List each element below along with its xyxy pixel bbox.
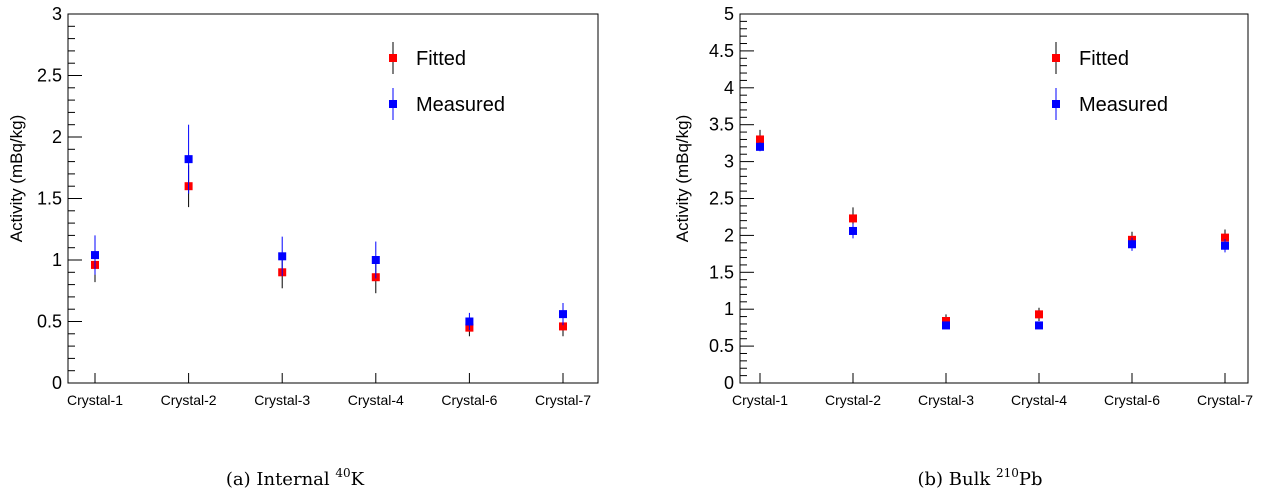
x-tick-label: Crystal-1 (67, 392, 123, 408)
y-tick-label: 1.5 (37, 189, 62, 209)
x-tick-label: Crystal-2 (161, 392, 217, 408)
x-tick-label: Crystal-4 (348, 392, 404, 408)
data-point (1035, 310, 1043, 319)
series-fitted (91, 165, 567, 337)
y-tick-label: 2 (52, 127, 62, 147)
plot-frame (67, 13, 599, 384)
y-axis-title: Activity (mBq/kg) (673, 115, 692, 243)
legend: Fitted Measured (1052, 42, 1168, 120)
x-tick-label: Crystal-4 (1011, 392, 1067, 408)
y-tick-label: 0.5 (37, 312, 62, 332)
y-tick-label: 0 (52, 373, 62, 393)
legend-label: Measured (1079, 94, 1168, 116)
legend-marker (1052, 100, 1060, 108)
data-point (942, 321, 950, 330)
data-point (371, 256, 380, 264)
y-tick-label: 4 (724, 78, 734, 98)
y-tick-label: 3.5 (709, 115, 734, 135)
legend-marker (1052, 54, 1060, 62)
data-point (1221, 233, 1229, 242)
x-tick-label: Crystal-3 (918, 392, 974, 408)
series-measured (91, 124, 567, 331)
data-point (91, 251, 99, 260)
x-tick-label: Crystal-6 (1104, 392, 1160, 408)
chart-panel-a: 0 0.5 1 1.5 2 2.5 3 Activity (mBq/kg) Crystal-1 C… (7, 4, 599, 490)
y-axis-title: Activity (mBq/kg) (7, 115, 26, 243)
data-point (559, 322, 567, 331)
y-tick-label: 1 (52, 250, 62, 270)
x-tick-label: Crystal-7 (1197, 392, 1253, 408)
y-tick-label: 5 (724, 4, 734, 24)
caption: (b) Bulk 210Pb (917, 466, 1042, 490)
plot-frame (739, 13, 1249, 384)
data-point (1035, 321, 1043, 330)
series-measured (756, 142, 1229, 330)
series-fitted (756, 129, 1229, 328)
x-tick-label: Crystal-1 (732, 392, 788, 408)
y-tick-label: 1 (724, 299, 734, 319)
y-tick-label: 0.5 (709, 336, 734, 356)
data-point (942, 317, 950, 326)
y-tick-label: 1.5 (709, 262, 734, 282)
data-point (849, 214, 857, 223)
data-point (559, 310, 567, 319)
x-tick-label: Crystal-3 (254, 392, 310, 408)
data-point (756, 142, 764, 151)
y-tick-label: 0 (724, 373, 734, 393)
data-point (465, 317, 474, 326)
x-tick-label: Crystal-7 (535, 392, 591, 408)
y-tick-label: 2.5 (709, 189, 734, 209)
y-tick-label: 2.5 (37, 66, 62, 86)
data-point (184, 155, 193, 164)
y-tick-label: 3 (52, 4, 62, 24)
legend-marker (389, 100, 397, 108)
data-point (1128, 240, 1136, 249)
data-point (756, 135, 764, 144)
legend-marker (389, 54, 397, 62)
x-tick-label: Crystal-2 (825, 392, 881, 408)
y-tick-label: 2 (724, 225, 734, 245)
data-point (278, 252, 287, 261)
y-tick-label: 3 (724, 152, 734, 172)
legend-label: Measured (416, 94, 505, 116)
legend: Fitted Measured (389, 42, 505, 120)
x-tick-label: Crystal-6 (441, 392, 497, 408)
chart-panel-b: 0 0.5 1 1.5 2 2.5 3 3.5 4 4.5 5 Activity (mBq/kg) Cr… (673, 4, 1253, 490)
legend-label: Fitted (416, 48, 466, 70)
data-point (849, 226, 857, 235)
y-tick-label: 4.5 (709, 41, 734, 61)
caption: (a) Internal 40K (226, 466, 365, 490)
legend-label: Fitted (1079, 48, 1129, 70)
data-point (1221, 241, 1229, 250)
